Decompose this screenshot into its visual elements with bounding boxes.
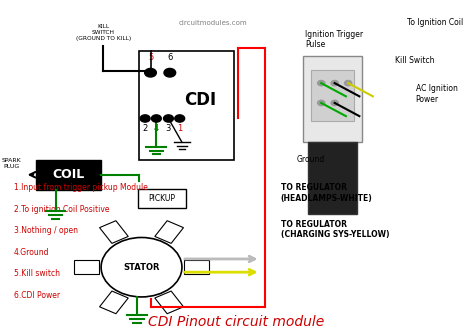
Text: circuitmodules.com: circuitmodules.com [179, 20, 248, 26]
Text: SPARK
PLUG: SPARK PLUG [1, 158, 21, 169]
FancyBboxPatch shape [303, 56, 362, 142]
Circle shape [164, 115, 173, 122]
Text: PICKUP: PICKUP [148, 194, 175, 203]
Text: KILL
SWITCH
(GROUND TO KILL): KILL SWITCH (GROUND TO KILL) [76, 24, 131, 41]
Polygon shape [155, 221, 183, 243]
Text: CDI: CDI [184, 91, 217, 109]
Polygon shape [100, 221, 128, 243]
Text: 2: 2 [143, 124, 148, 133]
Text: 2.To ignition Coil Positive: 2.To ignition Coil Positive [14, 205, 109, 214]
Text: 3: 3 [166, 124, 171, 133]
Polygon shape [100, 291, 128, 314]
FancyBboxPatch shape [308, 142, 357, 214]
Text: 1.Input from trigger pickup Module: 1.Input from trigger pickup Module [14, 183, 147, 192]
Text: Ignition Trigger
Pulse: Ignition Trigger Pulse [305, 30, 364, 49]
Text: 5.Kill switch: 5.Kill switch [14, 269, 60, 278]
Text: CDI Pinout circuit module: CDI Pinout circuit module [148, 315, 324, 329]
Text: TO REGULATOR
(CHARGING SYS-YELLOW): TO REGULATOR (CHARGING SYS-YELLOW) [281, 219, 389, 239]
Polygon shape [155, 291, 183, 314]
Circle shape [164, 68, 176, 77]
Text: To Ignition Coil: To Ignition Coil [407, 18, 463, 27]
Text: STATOR: STATOR [123, 263, 160, 272]
Circle shape [145, 68, 156, 77]
Text: 4.Ground: 4.Ground [14, 248, 49, 257]
Text: TO REGULATOR
(HEADLAMPS-WHITE): TO REGULATOR (HEADLAMPS-WHITE) [281, 183, 373, 202]
Circle shape [151, 115, 161, 122]
Circle shape [345, 81, 352, 86]
FancyBboxPatch shape [138, 188, 185, 208]
Text: 4: 4 [154, 124, 159, 133]
Text: 6: 6 [167, 53, 173, 62]
Circle shape [175, 115, 185, 122]
Polygon shape [184, 260, 209, 274]
FancyBboxPatch shape [36, 160, 101, 189]
Circle shape [331, 81, 338, 86]
Circle shape [318, 81, 325, 86]
Text: 6.CDI Power: 6.CDI Power [14, 291, 60, 300]
Text: 1: 1 [177, 124, 182, 133]
Text: COIL: COIL [53, 168, 85, 181]
Text: Ground: Ground [297, 156, 325, 165]
Text: 3.Nothing / open: 3.Nothing / open [14, 226, 78, 235]
Circle shape [331, 100, 338, 106]
FancyBboxPatch shape [311, 70, 354, 121]
Text: Kill Switch: Kill Switch [395, 56, 435, 65]
Circle shape [101, 237, 182, 297]
Circle shape [140, 115, 150, 122]
Polygon shape [74, 260, 99, 274]
Text: AC Ignition
Power: AC Ignition Power [416, 84, 457, 104]
FancyBboxPatch shape [139, 51, 234, 160]
Text: 5: 5 [148, 53, 153, 62]
Circle shape [318, 100, 325, 106]
